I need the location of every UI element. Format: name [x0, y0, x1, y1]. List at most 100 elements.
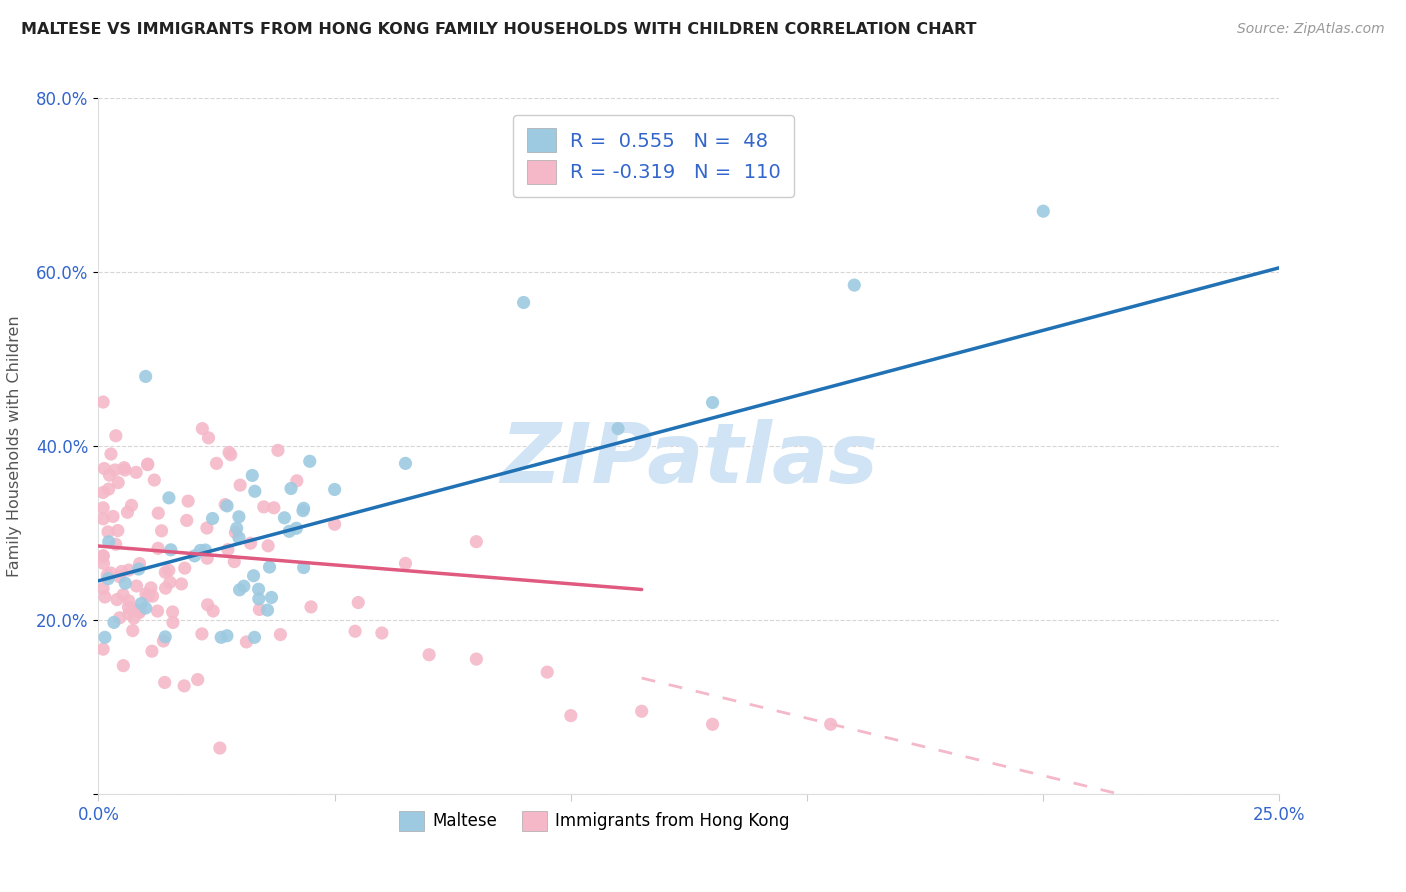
Point — [142, 589, 165, 603]
Point — [371, 626, 394, 640]
Point — [121, 499, 143, 513]
Point — [91, 485, 114, 500]
Point — [217, 499, 239, 513]
Point — [135, 369, 157, 384]
Point — [128, 562, 150, 576]
Point — [209, 630, 232, 644]
Point — [159, 542, 181, 557]
Point — [291, 503, 314, 517]
Point — [121, 624, 143, 638]
Point — [104, 537, 127, 551]
Point — [125, 466, 148, 480]
Point — [267, 443, 290, 458]
Point — [269, 627, 291, 641]
Point — [607, 422, 630, 436]
Point — [285, 474, 308, 488]
Point — [243, 630, 266, 644]
Point — [155, 581, 177, 595]
Point — [107, 524, 129, 538]
Point — [205, 456, 228, 471]
Point — [197, 431, 219, 445]
Point — [298, 454, 321, 468]
Point — [94, 590, 117, 604]
Y-axis label: Family Households with Children: Family Households with Children — [7, 315, 22, 577]
Point — [228, 531, 250, 545]
Point — [114, 463, 136, 477]
Point — [191, 422, 214, 436]
Point — [100, 447, 122, 461]
Point — [162, 615, 184, 630]
Point — [239, 536, 262, 550]
Point — [162, 605, 184, 619]
Point — [146, 541, 169, 556]
Point — [128, 606, 150, 620]
Point — [273, 510, 295, 524]
Point — [128, 604, 150, 618]
Point — [122, 611, 145, 625]
Point — [173, 679, 195, 693]
Point — [157, 563, 180, 577]
Point — [228, 582, 250, 597]
Point — [91, 512, 114, 526]
Point — [344, 624, 367, 639]
Point — [155, 566, 177, 580]
Point — [91, 549, 114, 563]
Point — [243, 484, 266, 499]
Point — [285, 521, 308, 535]
Point — [139, 581, 162, 595]
Point — [136, 589, 159, 603]
Point — [224, 555, 246, 569]
Point — [292, 501, 315, 516]
Point — [201, 511, 224, 525]
Point — [97, 524, 120, 539]
Point — [98, 468, 121, 483]
Point — [91, 642, 114, 657]
Point — [105, 592, 128, 607]
Point — [91, 582, 114, 596]
Point — [214, 498, 236, 512]
Point — [150, 524, 173, 538]
Point — [146, 604, 169, 618]
Point — [131, 597, 153, 611]
Point — [97, 482, 120, 496]
Point — [141, 644, 163, 658]
Point — [197, 598, 219, 612]
Point — [103, 615, 125, 630]
Point — [280, 482, 302, 496]
Point — [187, 673, 209, 687]
Point — [247, 591, 270, 606]
Point — [247, 602, 270, 616]
Point — [560, 708, 582, 723]
Point — [253, 500, 276, 514]
Point — [143, 473, 166, 487]
Point — [278, 524, 301, 539]
Point — [125, 579, 148, 593]
Point — [108, 611, 131, 625]
Point — [96, 568, 118, 582]
Point — [702, 717, 724, 731]
Point — [229, 478, 252, 492]
Point — [299, 599, 322, 614]
Point — [208, 741, 231, 756]
Point — [100, 566, 122, 580]
Point — [465, 534, 488, 549]
Point — [124, 603, 146, 617]
Point — [323, 483, 346, 497]
Point — [170, 577, 193, 591]
Point — [104, 463, 127, 477]
Point — [202, 604, 225, 618]
Point — [104, 429, 127, 443]
Point — [111, 565, 134, 579]
Point — [112, 658, 135, 673]
Point — [247, 582, 270, 597]
Point — [118, 594, 141, 608]
Point — [114, 576, 136, 591]
Point — [155, 630, 177, 644]
Point — [91, 395, 114, 409]
Point — [93, 461, 115, 475]
Point — [117, 600, 139, 615]
Legend: Maltese, Immigrants from Hong Kong: Maltese, Immigrants from Hong Kong — [392, 804, 797, 838]
Point — [292, 560, 315, 574]
Point — [176, 513, 198, 527]
Point — [347, 596, 370, 610]
